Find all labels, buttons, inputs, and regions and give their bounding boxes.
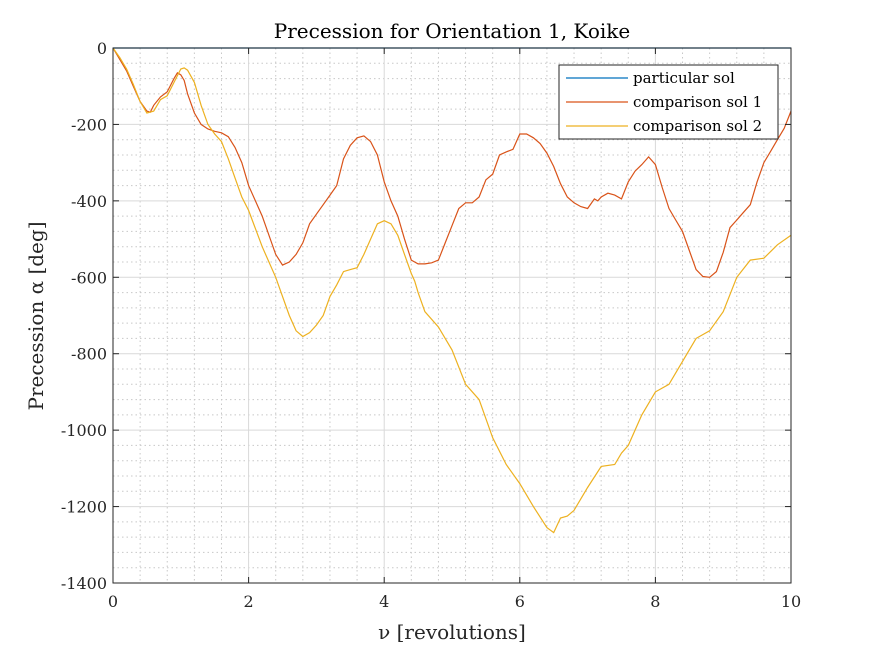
minor-grid — [113, 48, 791, 583]
axes-box — [112, 47, 792, 584]
y-axis-ticks: 0 -200 -400 -600 -800 -1000 -1200 -1400 — [61, 39, 791, 593]
series-line-comparison-sol-2 — [112, 47, 792, 534]
x-tick-label: 10 — [781, 592, 801, 611]
x-tick-label: 0 — [108, 592, 118, 611]
x-tick-label: 2 — [244, 592, 254, 611]
y-axis-label: Precession α [deg] — [24, 221, 48, 410]
legend: particular sol comparison sol 1 comparis… — [558, 64, 779, 140]
y-tick-label: -1000 — [61, 421, 107, 440]
chart-title: Precession for Orientation 1, Koike — [274, 19, 630, 43]
y-tick-label: 0 — [97, 39, 107, 58]
x-tick-label: 6 — [515, 592, 525, 611]
y-tick-label: -1200 — [61, 498, 107, 517]
legend-label-comparison-sol-2: comparison sol 2 — [633, 117, 762, 135]
legend-label-comparison-sol-1: comparison sol 1 — [633, 93, 762, 111]
y-tick-label: -1400 — [61, 574, 107, 593]
y-tick-label: -400 — [71, 192, 107, 211]
x-tick-label: 8 — [650, 592, 660, 611]
series-line-comparison-sol-1 — [112, 47, 792, 278]
y-tick-label: -200 — [71, 115, 107, 134]
legend-label-particular-sol: particular sol — [633, 69, 735, 87]
y-tick-label: -600 — [71, 268, 107, 287]
x-axis-ticks: 0 2 4 6 8 10 — [108, 48, 801, 611]
y-tick-label: -800 — [71, 345, 107, 364]
x-tick-label: 4 — [379, 592, 389, 611]
x-axis-label: ν [revolutions] — [378, 620, 526, 644]
